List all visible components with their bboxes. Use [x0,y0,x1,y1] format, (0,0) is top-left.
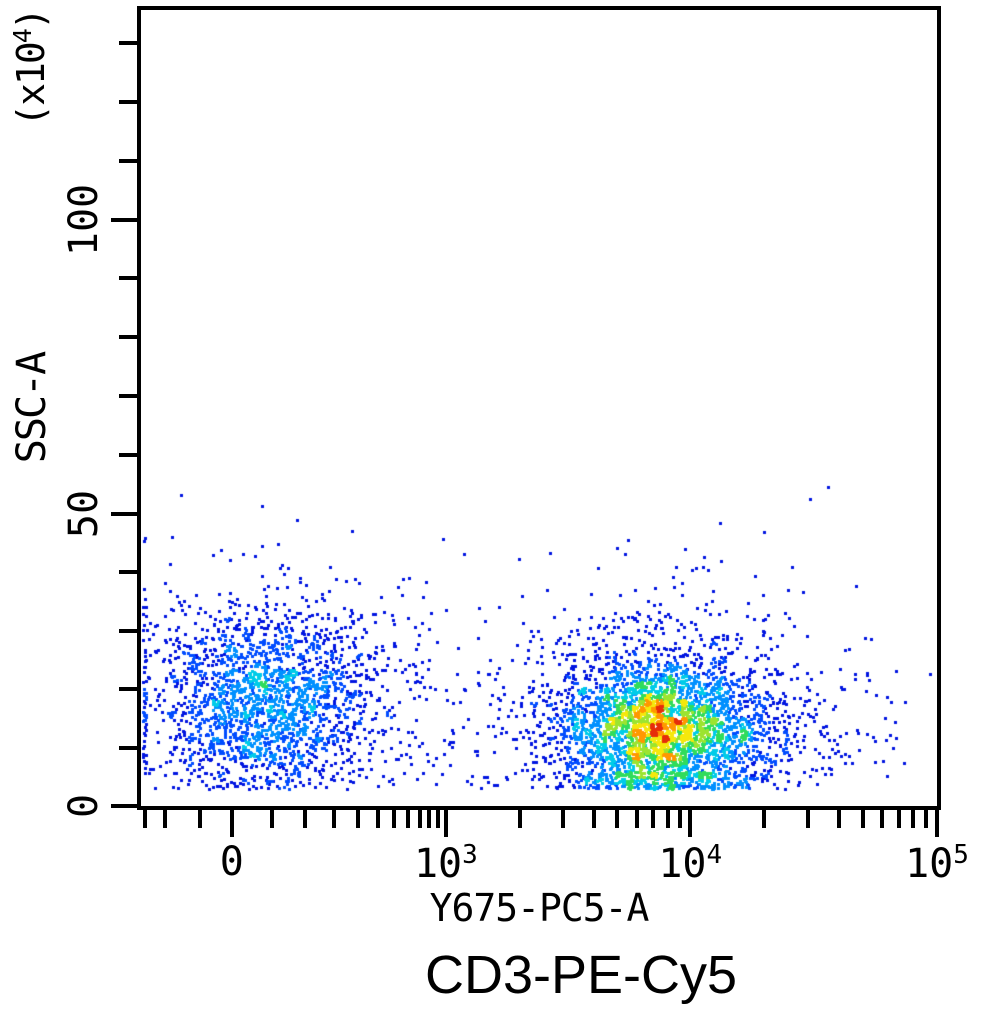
y-axis-minor-tick [119,41,137,46]
x-axis-marker-label: CD3-PE-Cy5 [424,945,738,1005]
y-axis-minor-tick [119,100,137,105]
x-axis-major-tick [443,810,448,837]
x-axis-minor-tick [142,810,147,828]
x-axis-minor-tick [665,810,670,828]
x-axis-minor-tick [923,810,928,828]
x-axis-major-tick [229,810,234,837]
y-axis-minor-tick [119,159,137,164]
x-axis-minor-tick [435,810,440,828]
x-axis-minor-tick [302,810,307,828]
x-axis-minor-tick [376,810,381,828]
x-axis-minor-tick [162,810,167,828]
x-axis-tick-label: 103 [414,842,478,884]
x-axis-minor-tick [269,810,274,828]
x-axis-minor-tick [860,810,865,828]
x-axis-tick-label-exponent: 5 [953,840,969,870]
x-axis-tick-label: 0 [220,842,244,882]
y-axis-minor-tick [119,335,137,340]
x-axis-tick-label-base: 0 [219,839,244,885]
y-axis-major-tick [111,511,137,516]
x-axis-minor-tick [517,810,522,828]
x-axis-minor-tick [392,810,397,828]
y-axis-major-tick [111,804,137,808]
x-axis-tick-label: 104 [658,842,722,884]
y-axis-multiplier-label: (x104) [8,9,53,127]
x-axis-minor-tick [880,810,885,828]
y-axis-major-tick [111,218,137,223]
x-axis-minor-tick [331,810,336,828]
dotplot-canvas [141,10,937,806]
y-axis-multiplier-prefix: (x10 [9,43,53,127]
x-axis-minor-tick [806,810,811,828]
y-axis-minor-tick [119,569,137,574]
x-axis-minor-tick [197,810,202,828]
x-axis-major-tick [688,810,693,837]
x-axis-minor-tick [417,810,422,828]
x-axis-tick-label-exponent: 3 [462,840,478,870]
x-axis-minor-tick [677,810,682,828]
y-axis-minor-tick [119,745,137,750]
x-axis-minor-tick [560,810,565,828]
x-axis-minor-tick [591,810,596,828]
x-axis-minor-tick [762,810,767,828]
x-axis-tick-label-base: 10 [905,841,954,887]
x-axis-minor-tick [650,810,655,828]
x-axis-minor-tick [911,810,916,828]
y-axis-multiplier-suffix: ) [9,9,53,31]
y-axis-title: SSC-A [9,352,55,464]
y-axis-minor-tick [119,276,137,281]
y-axis-multiplier-exponent: 4 [8,30,37,44]
y-axis-minor-tick [119,452,137,457]
y-axis-tick-label: 50 [61,489,107,538]
y-axis-minor-tick [119,394,137,399]
x-axis-tick-label-base: 10 [413,841,463,887]
x-axis-tick-label-exponent: 4 [706,840,723,870]
y-axis-minor-tick [119,686,137,691]
x-axis-tick-label: 105 [905,842,969,884]
y-axis-minor-tick [119,628,137,633]
x-axis-minor-tick [427,810,432,828]
x-axis-minor-tick [615,810,619,828]
x-axis-major-tick [935,810,939,837]
x-axis-minor-tick [837,810,842,828]
y-axis-tick-label: 0 [61,793,107,819]
x-axis-minor-tick [406,810,411,828]
x-axis-title: Y675-PC5-A [429,886,650,930]
x-axis-minor-tick [356,810,361,828]
x-axis-minor-tick [896,810,901,828]
x-axis-tick-label-base: 10 [658,841,707,887]
y-axis-tick-label: 100 [61,184,107,257]
x-axis-minor-tick [634,810,639,828]
